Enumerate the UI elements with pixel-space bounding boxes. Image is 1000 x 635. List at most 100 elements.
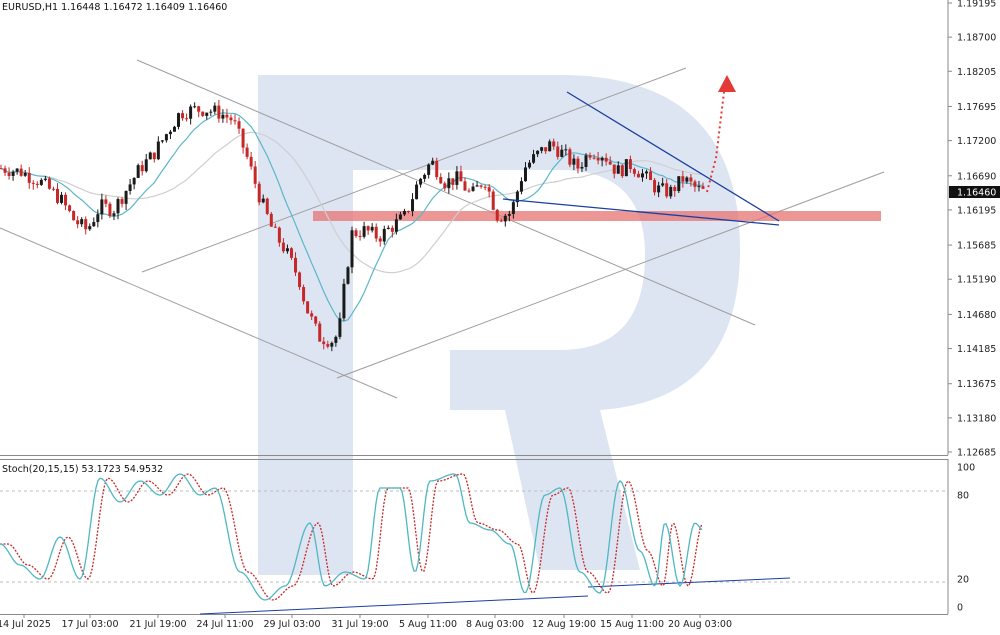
- candle-body: [31, 182, 35, 184]
- watermark-stem: [258, 75, 353, 575]
- candle-body: [273, 226, 277, 228]
- candle-body: [544, 147, 548, 152]
- candle-body: [697, 186, 701, 188]
- stoch-axis: 100 80 20 0: [957, 463, 975, 614]
- candle-body: [406, 210, 410, 212]
- channel-line: [336, 171, 885, 379]
- stoch-tick-label: 20: [957, 575, 969, 586]
- projection-arrow-head: [718, 75, 736, 92]
- candle-body: [653, 180, 657, 193]
- candle-body: [294, 257, 298, 273]
- candle-body: [213, 105, 217, 112]
- price-tick-label: 1.14680: [957, 310, 996, 321]
- candle-body: [39, 179, 43, 185]
- channel-line: [141, 67, 687, 273]
- candle-body: [402, 210, 406, 215]
- candle-body: [435, 160, 439, 178]
- candle-body: [649, 171, 653, 181]
- candle-body: [661, 183, 665, 186]
- candle-body: [310, 313, 314, 317]
- candle-body: [475, 185, 479, 187]
- candle-body: [0, 168, 3, 170]
- candle-body: [185, 118, 189, 120]
- candle-body: [209, 111, 213, 113]
- candle-body: [645, 171, 649, 174]
- candle-body: [306, 301, 310, 314]
- candle-body: [616, 165, 620, 174]
- candle-body: [669, 186, 673, 197]
- candle-body: [612, 164, 616, 174]
- price-tick-label: 1.16195: [957, 205, 996, 216]
- candle-body: [463, 181, 467, 191]
- candle-body: [116, 199, 120, 214]
- candle-body: [455, 171, 459, 185]
- price-tick-label: 1.18205: [957, 67, 996, 78]
- candle-body: [346, 267, 350, 284]
- candle-body: [253, 166, 257, 184]
- candle-body: [241, 128, 245, 148]
- channel-line: [136, 59, 756, 326]
- candle-body: [92, 222, 96, 227]
- candle-body: [576, 158, 580, 169]
- candle-body: [257, 183, 261, 203]
- price-tick-label: 1.17200: [957, 136, 996, 147]
- candle-body: [370, 226, 374, 231]
- candle-body: [326, 344, 330, 347]
- time-tick-label: 24 Jul 11:00: [197, 619, 254, 630]
- candle-body: [491, 191, 495, 210]
- wedge-lower-line: [502, 198, 780, 226]
- price-tick-label: 1.13180: [957, 413, 996, 424]
- candle-body: [511, 202, 515, 215]
- candle-body: [47, 178, 51, 189]
- candle-body: [11, 171, 15, 176]
- candle-body: [519, 181, 523, 192]
- time-tick-label: 17 Jul 03:00: [62, 619, 119, 630]
- candle-body: [19, 168, 23, 176]
- time-axis: 14 Jul 2025 17 Jul 03:00 21 Jul 19:00 24 Ju…: [0, 614, 732, 630]
- candle-body: [152, 152, 156, 160]
- candle-body: [636, 173, 640, 178]
- candle-body: [342, 283, 346, 319]
- stoch-header: Stoch(20,15,15) 53.1723 54.9532: [2, 464, 163, 475]
- stoch-trendline-1: [199, 595, 589, 615]
- candle-body: [507, 214, 511, 216]
- candle-body: [15, 168, 19, 172]
- candle-body: [72, 210, 76, 221]
- candle-body: [592, 157, 596, 159]
- current-price-label: 1.16460: [957, 188, 996, 199]
- candle-body: [600, 157, 604, 161]
- candle-body: [443, 183, 447, 189]
- candle-body: [43, 178, 47, 180]
- candle-body: [60, 194, 64, 203]
- stoch-k-line: [0, 473, 703, 601]
- candle-body: [540, 147, 544, 151]
- support-zone: [313, 211, 881, 221]
- candle-body: [479, 185, 483, 187]
- stoch-tick-label: 0: [957, 603, 963, 614]
- candle-body: [27, 172, 31, 183]
- price-tick-label: 1.12685: [957, 448, 996, 459]
- candle-body: [80, 219, 84, 225]
- candle-body: [269, 213, 273, 227]
- candle-body: [536, 150, 540, 155]
- channel-lines: [0, 59, 885, 399]
- candle-body: [362, 226, 366, 237]
- candle-body: [120, 199, 124, 204]
- candle-body: [285, 248, 289, 252]
- candle-body: [398, 214, 402, 220]
- candle-body: [132, 177, 136, 185]
- watermark-logo: [258, 75, 740, 575]
- candle-body: [415, 184, 419, 200]
- candle-body: [411, 199, 415, 212]
- candle-body: [677, 176, 681, 192]
- candle-body: [588, 155, 592, 158]
- price-tick-label: 1.19195: [957, 0, 996, 10]
- time-tick-label: 21 Jul 19:00: [130, 619, 187, 630]
- candle-body: [193, 106, 197, 108]
- time-tick-label: 29 Jul 03:00: [264, 619, 321, 630]
- candle-body: [181, 113, 185, 119]
- candle-body: [172, 126, 176, 132]
- candle-body: [459, 171, 463, 182]
- candle-body: [148, 152, 152, 160]
- candle-body: [665, 183, 669, 197]
